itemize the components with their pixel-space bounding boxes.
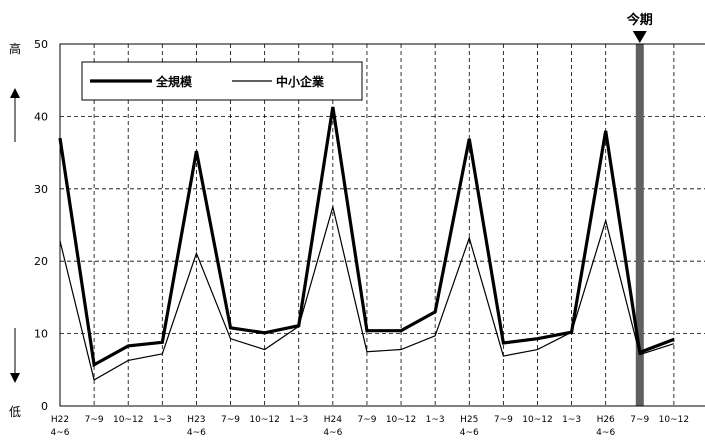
x-tick-label: 7~9 <box>357 415 376 425</box>
up-arrow-icon <box>10 88 20 142</box>
side-indicator: 高 低 <box>9 41 21 419</box>
x-tick-label: H26 <box>597 415 615 425</box>
x-tick-sublabel: 4~6 <box>460 428 479 438</box>
x-tick-label: 10~12 <box>522 415 552 425</box>
y-tick-label: 40 <box>34 110 48 123</box>
legend-label-sme: 中小企業 <box>276 74 325 89</box>
up-arrow-head <box>10 88 20 98</box>
x-tick-label: 1~3 <box>426 415 445 425</box>
y-axis: 0 10 20 30 40 50 <box>34 38 48 413</box>
x-tick-label: 7~9 <box>85 415 104 425</box>
x-tick-label: 10~12 <box>249 415 279 425</box>
x-tick-label: 10~12 <box>386 415 416 425</box>
high-label: 高 <box>9 41 21 56</box>
series-line-sme <box>59 204 675 381</box>
x-tick-sublabel: 4~6 <box>51 428 70 438</box>
down-arrow-head <box>10 373 20 383</box>
y-tick-label: 30 <box>34 183 48 196</box>
x-tick-label: H25 <box>460 415 478 425</box>
current-period-arrow <box>632 31 647 43</box>
x-tick-label: 7~9 <box>630 415 649 425</box>
y-tick-label: 0 <box>41 400 48 413</box>
current-period-label: 今期 <box>626 12 653 28</box>
low-label: 低 <box>9 405 21 419</box>
x-axis: H22 4~6 7~9 10~12 1~3 H23 4~6 7~9 10~12 1~3 H24 4~6… <box>51 415 690 438</box>
x-tick-sublabel: 4~6 <box>596 428 615 438</box>
x-tick-label: 7~9 <box>221 415 240 425</box>
x-tick-label: 1~3 <box>562 415 581 425</box>
legend-label-all-sizes: 全規模 <box>155 74 193 89</box>
x-tick-sublabel: 4~6 <box>323 428 342 438</box>
y-tick-label: 20 <box>34 255 48 268</box>
x-tick-sublabel: 4~6 <box>187 428 206 438</box>
y-tick-label: 10 <box>34 328 48 341</box>
x-tick-label: H22 <box>51 415 69 425</box>
plot-frame <box>59 43 705 407</box>
x-tick-label: H24 <box>324 415 342 425</box>
y-tick-label: 50 <box>34 38 48 51</box>
x-tick-label: 10~12 <box>659 415 689 425</box>
x-tick-label: 7~9 <box>494 415 513 425</box>
series-group <box>58 106 675 381</box>
current-period-bar <box>635 44 644 406</box>
x-tick-label: 10~12 <box>113 415 143 425</box>
legend: 全規模 中小企業 <box>81 61 363 101</box>
x-tick-label: H23 <box>187 415 205 425</box>
x-tick-label: 1~3 <box>289 415 308 425</box>
x-tick-label: 1~3 <box>153 415 172 425</box>
down-arrow-icon <box>10 328 20 383</box>
